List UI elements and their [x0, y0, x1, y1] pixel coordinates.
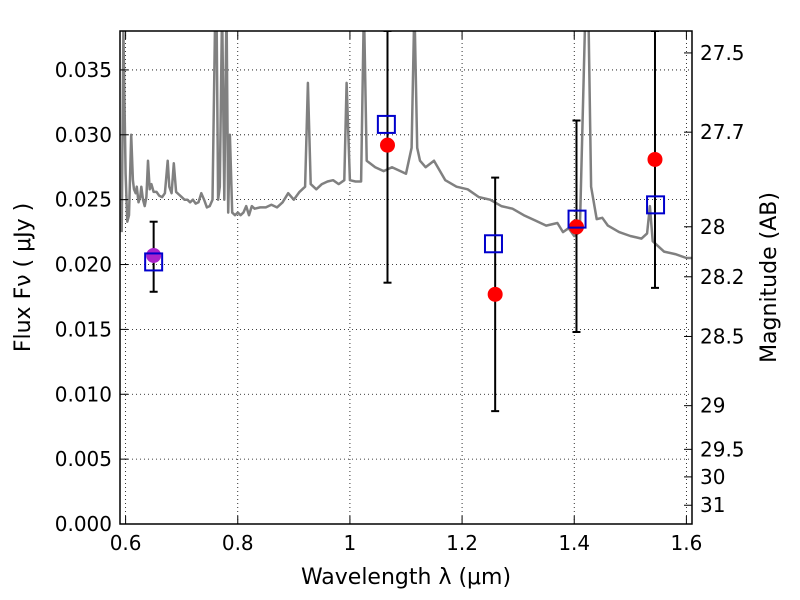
- mag-tick-label: 28.2: [700, 265, 745, 289]
- y-tick-label: 0.015: [55, 317, 112, 341]
- model-point: [144, 252, 164, 272]
- y-tick-label: 0.020: [55, 253, 112, 277]
- marker-layer: [144, 114, 666, 302]
- model-point: [567, 209, 587, 229]
- x-tick-label: 1.2: [446, 531, 478, 555]
- axis-labels: 0.6 0.8 1 1.2 1.4 1.6 0.000 0.005 0.010 0.015 0.02…: [11, 41, 782, 590]
- model-point: [646, 195, 666, 215]
- x-tick-label: 0.8: [222, 531, 254, 555]
- x-tick-label: 0.6: [110, 531, 142, 555]
- model-point: [376, 114, 396, 134]
- y-tick-label: 0.030: [55, 123, 112, 147]
- right-axis-title: Magnitude (AB): [757, 192, 782, 363]
- mag-tick-label: 28: [700, 215, 725, 239]
- model-point: [483, 234, 503, 254]
- y-tick-label: 0.000: [55, 512, 112, 536]
- y-tick-label: 0.035: [55, 58, 112, 82]
- mag-tick-label: 27.7: [700, 120, 745, 144]
- mag-tick-label: 27.5: [700, 41, 745, 65]
- mag-tick-label: 29: [700, 394, 725, 418]
- x-tick-label: 1.4: [558, 531, 590, 555]
- y-tick-label: 0.010: [55, 382, 112, 406]
- y-axis-title: Flux Fν ( μJy ): [11, 203, 36, 352]
- x-tick-label: 1.6: [670, 531, 702, 555]
- spectrum-layer: [120, 31, 692, 260]
- observed-point: [487, 286, 503, 302]
- mag-tick-label: 29.5: [700, 437, 745, 461]
- mag-tick-label: 31: [700, 493, 725, 517]
- mag-tick-label: 30: [700, 465, 725, 489]
- plot-frame: [119, 30, 693, 525]
- axis-ticks: [120, 31, 692, 525]
- y-tick-label: 0.025: [55, 188, 112, 212]
- x-tick-label: 1: [344, 531, 357, 555]
- spectrum-line: [120, 31, 692, 260]
- observed-point: [146, 247, 162, 263]
- y-tick-label: 0.005: [55, 447, 112, 471]
- x-axis-title: Wavelength λ (μm): [301, 565, 511, 590]
- observed-point: [379, 137, 395, 153]
- mag-tick-label: 28.5: [700, 324, 745, 348]
- observed-point: [647, 151, 663, 167]
